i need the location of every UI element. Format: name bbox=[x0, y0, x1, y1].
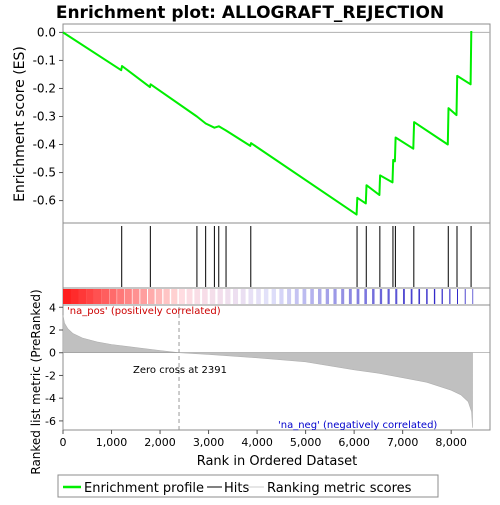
metric-panel-frame bbox=[62, 304, 491, 431]
colorbar-segment bbox=[63, 289, 72, 304]
metric-y-tick-label: -2 bbox=[45, 369, 56, 382]
colorbar-segment bbox=[217, 289, 223, 304]
colorbar-segment bbox=[317, 289, 322, 304]
colorbar-segment bbox=[402, 289, 405, 304]
colorbar-segment bbox=[449, 289, 451, 304]
colorbar-segment bbox=[86, 289, 94, 304]
colorbar-segment bbox=[132, 289, 140, 304]
colorbar-segment bbox=[209, 289, 216, 304]
colorbar-segment bbox=[147, 289, 155, 304]
colorbar-segment bbox=[194, 289, 201, 304]
x-tick-label: 4,000 bbox=[241, 436, 273, 449]
colorbar-segment bbox=[310, 289, 314, 304]
colorbar-segment bbox=[101, 289, 110, 304]
colorbar-segment bbox=[225, 289, 231, 304]
colorbar-segment bbox=[302, 289, 307, 304]
es-y-tick-label: -0.5 bbox=[33, 166, 56, 180]
es-layer: 0.0 -0.1 -0.2 -0.3 -0.4 -0.5 -0.6 bbox=[33, 25, 490, 216]
colorbar-segment bbox=[457, 289, 458, 304]
es-y-tick-label: 0.0 bbox=[37, 25, 56, 39]
colorbar-segment bbox=[348, 289, 352, 304]
colorbar-segment bbox=[155, 289, 163, 304]
colorbar-segment bbox=[379, 289, 383, 304]
legend-enrichment-label: Enrichment profile bbox=[84, 481, 204, 496]
colorbar-segment bbox=[433, 289, 436, 304]
colorbar-segment bbox=[372, 289, 375, 304]
colorbar-segment bbox=[140, 289, 148, 304]
colorbar-segment bbox=[178, 289, 185, 304]
metric-y-tick-label: -4 bbox=[45, 392, 56, 405]
x-tick-label: 2,000 bbox=[144, 436, 176, 449]
colorbar-segment bbox=[70, 289, 79, 304]
colorbar-segment bbox=[271, 289, 276, 304]
x-tick-label: 8,000 bbox=[435, 436, 467, 449]
enrichment-profile-line bbox=[62, 30, 473, 216]
colorbar-segment bbox=[202, 289, 208, 304]
metric-layer: 4 2 0 -2 -4 -6 0 1,000 2,000 3,000 4,000 5,000 6,000… bbox=[45, 301, 490, 449]
es-y-tick-label: -0.4 bbox=[33, 138, 56, 152]
es-y-tick-label: -0.6 bbox=[33, 194, 56, 208]
ranking-metric-area bbox=[62, 315, 473, 428]
metric-y-tick-label: 0 bbox=[49, 347, 56, 360]
x-tick-label: 5,000 bbox=[290, 436, 322, 449]
colorbar-segment bbox=[163, 289, 170, 304]
metric-y-tick-label: -6 bbox=[45, 415, 56, 428]
legend-box bbox=[57, 474, 439, 498]
colorbar-segment bbox=[117, 289, 125, 304]
colorbar-segment bbox=[364, 289, 367, 304]
colorbar-segment bbox=[410, 289, 413, 304]
x-tick-label: 1,000 bbox=[96, 436, 128, 449]
colorbar-segment bbox=[426, 289, 428, 304]
colorbar-segment bbox=[418, 289, 421, 304]
colorbar-segment bbox=[93, 289, 102, 304]
colorbar-segment bbox=[294, 289, 299, 304]
colorbar-segment bbox=[240, 289, 246, 304]
es-y-tick-label: -0.2 bbox=[33, 81, 56, 95]
zero-cross-label: Zero cross at 2391 bbox=[133, 365, 227, 376]
colorbar-segment bbox=[256, 289, 261, 304]
hits-layer bbox=[121, 226, 472, 287]
metric-y-tick-label: 4 bbox=[49, 301, 56, 314]
x-tick-label: 0 bbox=[60, 436, 67, 449]
colorbar-segment bbox=[325, 289, 330, 304]
x-tick-label: 6,000 bbox=[338, 436, 370, 449]
es-y-axis-label: Enrichment score (ES) bbox=[12, 46, 28, 202]
rank-colorbar bbox=[63, 289, 474, 304]
colorbar-segment bbox=[387, 289, 390, 304]
colorbar-segment bbox=[464, 289, 466, 304]
colorbar-segment bbox=[333, 289, 337, 304]
x-tick-label: 3,000 bbox=[193, 436, 225, 449]
positive-correlation-label: 'na_pos' (positively correlated) bbox=[67, 306, 221, 317]
colorbar-segment bbox=[263, 289, 269, 304]
metric-y-axis-label: Ranked list metric (PreRanked) bbox=[29, 289, 43, 474]
colorbar-segment bbox=[356, 289, 360, 304]
colorbar-segment bbox=[395, 289, 398, 304]
colorbar-segment bbox=[232, 289, 239, 304]
colorbar-segment bbox=[171, 289, 178, 304]
x-axis-label: Rank in Ordered Dataset bbox=[197, 454, 358, 469]
colorbar-segment bbox=[78, 289, 87, 304]
colorbar-segment bbox=[287, 289, 292, 304]
colorbar-segment bbox=[186, 289, 193, 304]
colorbar-segment bbox=[124, 289, 132, 304]
legend-hits-label: Hits bbox=[224, 481, 249, 496]
es-y-tick-label: -0.1 bbox=[33, 53, 56, 67]
colorbar-segment bbox=[341, 289, 345, 304]
es-y-tick-label: -0.3 bbox=[33, 109, 56, 123]
x-tick-label: 7,000 bbox=[387, 436, 419, 449]
colorbar-segment bbox=[279, 289, 284, 304]
colorbar-segment bbox=[109, 289, 117, 304]
legend-ranking-label: Ranking metric scores bbox=[267, 481, 412, 496]
colorbar-segment bbox=[472, 289, 474, 304]
colorbar-segment bbox=[248, 289, 254, 304]
negative-correlation-label: 'na_neg' (negatively correlated) bbox=[278, 420, 437, 431]
metric-y-tick-label: 2 bbox=[49, 324, 56, 337]
colorbar-segment bbox=[441, 289, 443, 304]
chart-title: Enrichment plot: ALLOGRAFT_REJECTION bbox=[56, 3, 444, 23]
